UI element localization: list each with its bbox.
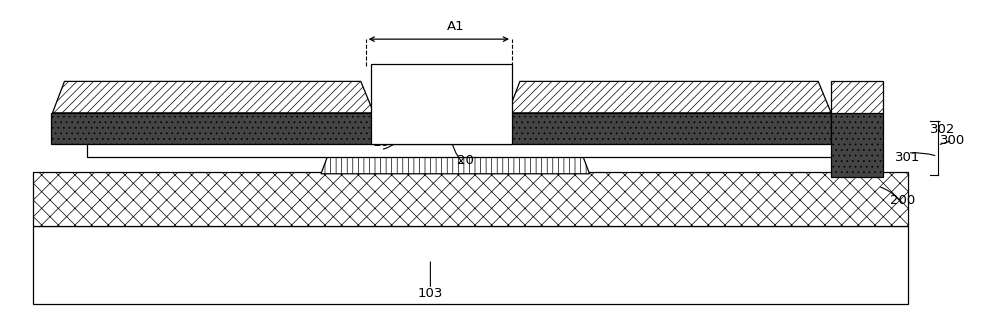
Text: A1: A1 [446, 20, 464, 33]
Bar [33, 226, 908, 305]
Bar [33, 172, 908, 226]
Text: 10: 10 [372, 136, 389, 148]
Polygon shape [52, 81, 374, 113]
Text: 103: 103 [418, 288, 443, 300]
Text: 200: 200 [890, 194, 915, 207]
Text: 300: 300 [940, 134, 965, 147]
Text: 302: 302 [930, 123, 955, 136]
Text: 102: 102 [622, 117, 647, 129]
Bar [51, 113, 374, 144]
Polygon shape [831, 81, 883, 113]
Text: 301: 301 [895, 151, 920, 164]
Bar [508, 113, 831, 144]
Polygon shape [321, 147, 590, 174]
Bar [374, 123, 508, 144]
Bar [831, 113, 883, 177]
Polygon shape [508, 81, 831, 113]
Bar [371, 64, 512, 144]
Text: 101: 101 [164, 117, 189, 129]
Bar [87, 143, 873, 157]
Text: 20: 20 [457, 155, 474, 167]
